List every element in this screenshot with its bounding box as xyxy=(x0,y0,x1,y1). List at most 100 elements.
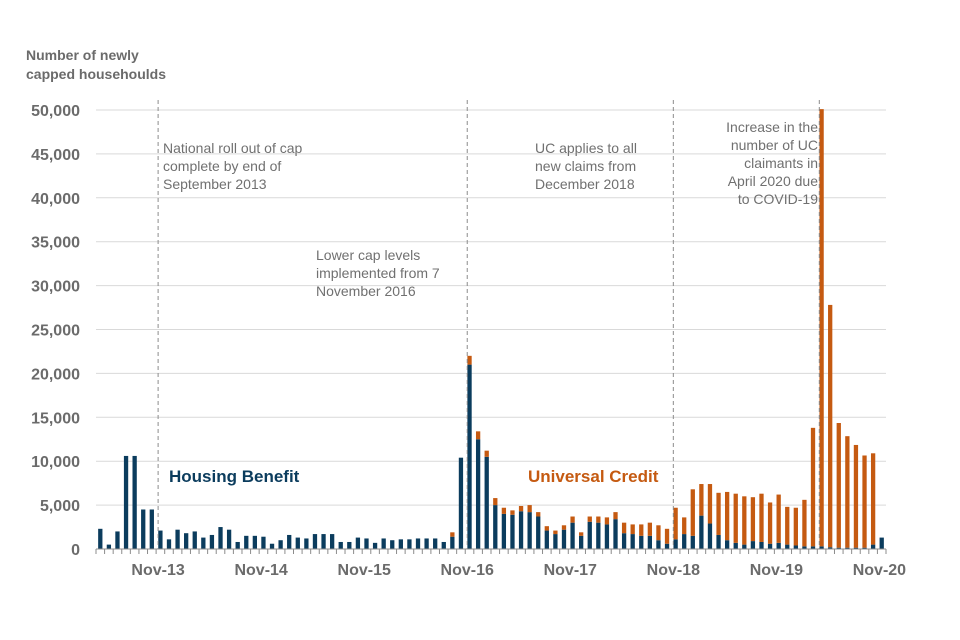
bar-housing-benefit xyxy=(244,535,249,549)
bar-universal-credit xyxy=(759,493,764,542)
annotation-line: number of UC xyxy=(730,137,818,153)
bar-universal-credit xyxy=(467,355,472,365)
bar-housing-benefit xyxy=(115,531,120,549)
x-tick-label: Nov-19 xyxy=(750,562,803,579)
bar-housing-benefit xyxy=(355,537,361,549)
bar-universal-credit xyxy=(475,431,481,440)
bar-housing-benefit xyxy=(458,457,464,549)
bar-housing-benefit xyxy=(561,529,567,549)
bar-housing-benefit xyxy=(828,547,833,549)
annotation-line: implemented from 7 xyxy=(316,265,440,281)
bar-housing-benefit xyxy=(819,546,824,549)
bar-housing-benefit xyxy=(879,537,884,549)
annotation-line: Lower cap levels xyxy=(316,247,421,263)
bar-housing-benefit xyxy=(527,512,532,549)
bar-housing-benefit xyxy=(776,542,781,549)
bar-universal-credit xyxy=(561,525,567,530)
bar-universal-credit xyxy=(742,496,747,545)
bars xyxy=(98,109,884,549)
bar-housing-benefit xyxy=(862,547,867,549)
bar-universal-credit xyxy=(819,109,824,547)
y-tick-label: 50,000 xyxy=(31,103,80,120)
x-tick-label: Nov-20 xyxy=(853,562,906,579)
bar-housing-benefit xyxy=(226,529,232,549)
bar-housing-benefit xyxy=(699,515,704,549)
x-tick-label: Nov-14 xyxy=(234,562,287,579)
bar-housing-benefit xyxy=(321,534,326,549)
annotation-line: Increase in the xyxy=(726,119,818,135)
bar-housing-benefit xyxy=(570,522,575,549)
bar-housing-benefit xyxy=(269,543,275,549)
bar-housing-benefit xyxy=(553,534,558,549)
bar-housing-benefit xyxy=(441,541,446,549)
bar-housing-benefit xyxy=(673,539,678,549)
bar-universal-credit xyxy=(750,497,756,542)
bar-housing-benefit xyxy=(184,533,189,549)
bar-housing-benefit xyxy=(767,543,773,549)
bar-housing-benefit xyxy=(845,547,850,549)
bar-universal-credit xyxy=(870,453,876,545)
bar-universal-credit xyxy=(776,494,781,543)
bar-housing-benefit xyxy=(467,364,472,549)
bar-housing-benefit xyxy=(398,539,403,549)
bar-housing-benefit xyxy=(682,534,687,549)
bar-housing-benefit xyxy=(707,523,713,549)
x-tick-label: Nov-18 xyxy=(647,562,700,579)
annotation-line: to COVID-19 xyxy=(737,191,818,207)
bar-housing-benefit xyxy=(501,513,507,549)
bar-universal-credit xyxy=(544,526,549,531)
bar-housing-benefit xyxy=(810,546,816,549)
annotation-covid: Increase in the number of UC claimants i… xyxy=(700,118,818,208)
bar-housing-benefit xyxy=(870,544,876,549)
universal-credit-label: Universal Credit xyxy=(528,467,659,486)
bar-housing-benefit xyxy=(621,533,627,549)
bar-universal-credit xyxy=(836,423,841,548)
bar-housing-benefit xyxy=(724,540,730,549)
annotation-line: November 2016 xyxy=(316,283,416,299)
bar-housing-benefit xyxy=(287,534,292,549)
bar-universal-credit xyxy=(845,436,850,548)
bar-universal-credit xyxy=(493,498,498,506)
annotation-uc-claims: UC applies to all new claims from Decemb… xyxy=(535,139,675,193)
bar-housing-benefit xyxy=(716,534,721,549)
annotation-line: December 2018 xyxy=(535,176,635,192)
y-tick-label: 15,000 xyxy=(31,410,80,427)
y-tick-label: 5,000 xyxy=(40,498,80,515)
bar-housing-benefit xyxy=(785,544,790,549)
bar-housing-benefit xyxy=(510,514,515,549)
bar-housing-benefit xyxy=(158,530,163,549)
bar-universal-credit xyxy=(450,532,455,537)
bar-universal-credit xyxy=(785,506,790,545)
bar-housing-benefit xyxy=(613,519,618,549)
bar-universal-credit xyxy=(724,491,730,541)
bar-housing-benefit xyxy=(802,546,807,549)
bar-housing-benefit xyxy=(544,530,549,549)
bar-universal-credit xyxy=(682,517,687,535)
y-tick-labels: 0 5,000 10,000 15,000 20,000 25,000 30,000 35,0… xyxy=(31,103,80,559)
bar-universal-credit xyxy=(613,512,618,520)
bar-universal-credit xyxy=(699,484,704,516)
bar-universal-credit xyxy=(579,532,584,536)
bar-housing-benefit xyxy=(252,535,258,549)
bar-housing-benefit xyxy=(759,541,764,549)
bar-universal-credit xyxy=(793,507,798,546)
bar-housing-benefit xyxy=(518,511,524,549)
y-tick-label: 40,000 xyxy=(31,191,80,208)
x-tick-label: Nov-13 xyxy=(131,562,184,579)
bar-universal-credit xyxy=(570,516,575,523)
bar-housing-benefit xyxy=(132,455,137,549)
bar-universal-credit xyxy=(767,502,773,544)
bar-universal-credit xyxy=(639,524,644,536)
bar-housing-benefit xyxy=(733,542,738,549)
bar-housing-benefit xyxy=(484,456,489,549)
bar-universal-credit xyxy=(828,304,833,548)
annotation-line: claimants in xyxy=(744,155,818,171)
annotation-lower-cap: Lower cap levels implemented from 7 Nove… xyxy=(316,246,476,300)
bar-universal-credit xyxy=(510,510,515,515)
bar-universal-credit xyxy=(596,516,601,523)
bar-housing-benefit xyxy=(793,545,798,549)
bar-universal-credit xyxy=(647,522,653,536)
bar-universal-credit xyxy=(553,530,558,535)
annotation-line: September 2013 xyxy=(163,176,267,192)
bar-housing-benefit xyxy=(836,547,841,549)
